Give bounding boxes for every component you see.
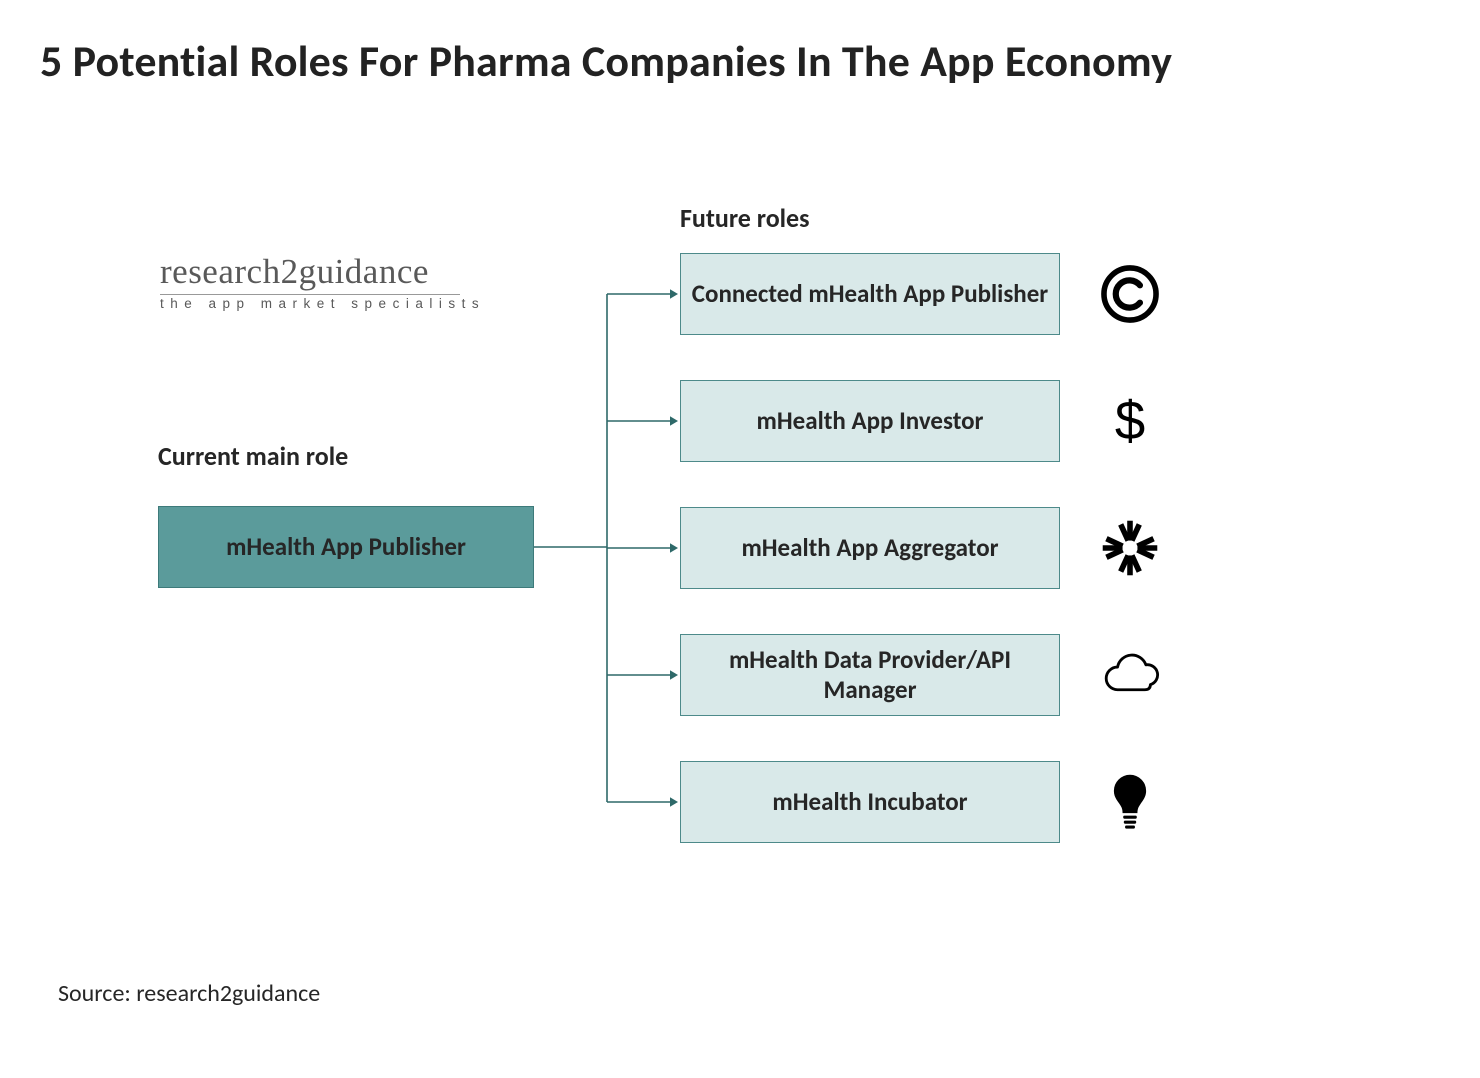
future-role-label: mHealth App Investor xyxy=(757,406,984,436)
future-role-box: Connected mHealth App Publisher xyxy=(680,253,1060,335)
copyright-icon xyxy=(1095,259,1165,329)
aggregate-icon xyxy=(1095,513,1165,583)
future-role-box: mHealth App Investor xyxy=(680,380,1060,462)
svg-text:$: $ xyxy=(1115,391,1145,452)
current-role-heading: Current main role xyxy=(158,440,348,472)
future-role-label: mHealth Data Provider/API Manager xyxy=(691,645,1049,705)
page-title: 5 Potential Roles For Pharma Companies I… xyxy=(40,34,1172,88)
logo-tagline: the app market specialists xyxy=(160,296,485,311)
logo-main-text: research2guidance xyxy=(160,252,485,292)
future-role-label: mHealth Incubator xyxy=(772,787,967,817)
current-role-label: mHealth App Publisher xyxy=(226,532,466,562)
logo-divider xyxy=(160,294,460,295)
future-role-box: mHealth App Aggregator xyxy=(680,507,1060,589)
future-role-label: mHealth App Aggregator xyxy=(741,533,998,563)
bulb-icon xyxy=(1095,767,1165,837)
future-role-box: mHealth Incubator xyxy=(680,761,1060,843)
future-role-box: mHealth Data Provider/API Manager xyxy=(680,634,1060,716)
source-attribution: Source: research2guidance xyxy=(58,979,320,1008)
current-role-box: mHealth App Publisher xyxy=(158,506,534,588)
logo: research2guidance the app market special… xyxy=(160,252,485,311)
dollar-icon: $ xyxy=(1095,386,1165,456)
future-role-label: Connected mHealth App Publisher xyxy=(692,279,1048,309)
future-roles-heading: Future roles xyxy=(680,202,810,234)
cloud-icon xyxy=(1095,640,1165,710)
